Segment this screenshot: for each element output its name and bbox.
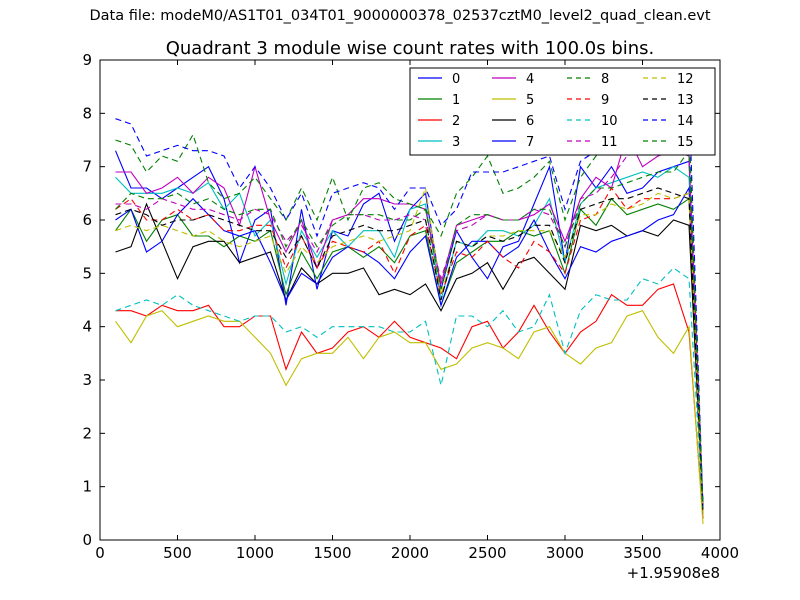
x-tick-label: 0	[95, 544, 105, 562]
figure-suptitle: Data file: modeM0/AS1T01_034T01_90000003…	[89, 8, 711, 24]
y-tick-label: 1	[82, 478, 92, 496]
y-tick-label: 6	[82, 211, 92, 229]
series-line-2	[115, 283, 704, 519]
series-line-12	[115, 187, 704, 514]
legend-label-13: 13	[677, 93, 694, 108]
series-line-1	[115, 197, 704, 514]
legend-label-5: 5	[526, 93, 534, 108]
x-tick-label: 2000	[391, 544, 429, 562]
y-tick-label: 7	[82, 158, 92, 176]
series-layer	[114, 95, 704, 525]
legend-label-11: 11	[601, 135, 618, 150]
y-tick-label: 2	[82, 424, 92, 442]
series-line-15	[115, 149, 704, 509]
legend-label-14: 14	[677, 114, 694, 129]
y-tick-label: 9	[82, 51, 92, 69]
legend-label-3: 3	[452, 135, 460, 150]
series-line-6	[115, 202, 704, 514]
x-tick-label: 3000	[546, 544, 584, 562]
y-tick-label: 4	[82, 318, 92, 336]
legend-label-7: 7	[526, 135, 534, 150]
x-tick-label: 1500	[313, 544, 351, 562]
legend-label-2: 2	[452, 114, 460, 129]
legend-label-12: 12	[677, 72, 694, 87]
legend-label-15: 15	[677, 135, 694, 150]
x-tick-label: 4000	[701, 544, 739, 562]
legend-label-8: 8	[601, 72, 609, 87]
legend-label-6: 6	[526, 114, 534, 129]
legend-label-1: 1	[452, 93, 460, 108]
x-tick-label: 2500	[468, 544, 506, 562]
x-tick-label: 3500	[623, 544, 661, 562]
series-line-5	[115, 310, 704, 525]
legend-label-4: 4	[526, 72, 534, 87]
axis-ticks: 0 500 1000 1500 2000 2500 3000 3500 400001234567…	[82, 51, 739, 562]
y-tick-label: 0	[82, 531, 92, 549]
x-tick-label: 500	[163, 544, 192, 562]
y-tick-label: 5	[82, 264, 92, 282]
series-line-8	[115, 122, 704, 509]
series-line-4	[115, 133, 704, 509]
series-line-11	[115, 101, 704, 509]
x-tick-label: 1000	[236, 544, 274, 562]
series-line-3	[115, 166, 704, 503]
series-line-13	[115, 187, 704, 514]
series-line-10	[115, 267, 704, 514]
y-tick-label: 3	[82, 371, 92, 389]
legend-label-9: 9	[601, 93, 609, 108]
series-line-9	[115, 186, 704, 514]
y-tick-label: 8	[82, 104, 92, 122]
x-offset-label: +1.95908e8	[627, 564, 720, 582]
legend-label-10: 10	[601, 114, 618, 129]
series-line-14	[115, 95, 704, 509]
legend-label-0: 0	[452, 72, 460, 87]
chart-title: Quadrant 3 module wise count rates with …	[166, 38, 655, 59]
